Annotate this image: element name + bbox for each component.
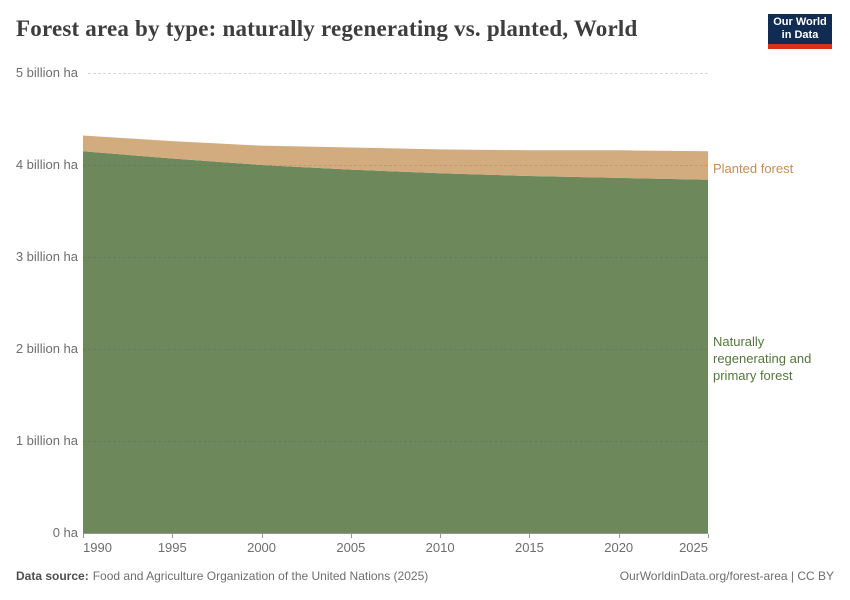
y-tick-label: 2 billion ha <box>15 341 78 356</box>
x-tick-label: 2010 <box>425 540 455 555</box>
area-planted-forest[interactable] <box>83 135 708 180</box>
gridline <box>88 73 708 74</box>
x-tick-label: 1990 <box>83 540 112 555</box>
owid-logo-box: Our World in Data <box>768 14 832 44</box>
owid-logo-red-bar <box>768 44 832 49</box>
page-title: Forest area by type: naturally regenerat… <box>16 16 638 41</box>
series-label-natural-line1: Naturally <box>713 334 765 349</box>
x-tick-label: 2025 <box>679 540 708 555</box>
x-axis-line <box>83 533 708 534</box>
y-tick-label: 5 billion ha <box>15 65 78 80</box>
x-tick <box>440 534 442 538</box>
data-source-text: Food and Agriculture Organization of the… <box>92 569 429 583</box>
credit-link[interactable]: OurWorldinData.org/forest-area | CC BY <box>619 569 834 583</box>
x-tick-label: 2000 <box>247 540 277 555</box>
x-tick <box>172 534 174 538</box>
gridline <box>83 257 708 258</box>
y-tick-label: 4 billion ha <box>15 157 78 172</box>
x-tick-label: 2020 <box>604 540 634 555</box>
y-tick-label: 0 ha <box>52 525 78 540</box>
x-tick <box>708 534 709 538</box>
stacked-area-plot[interactable] <box>83 73 708 533</box>
footer: Data source: Food and Agriculture Organiz… <box>16 568 834 584</box>
data-source: Data source: Food and Agriculture Organiz… <box>16 568 428 584</box>
x-tick-label: 1995 <box>157 540 187 555</box>
x-tick-label: 2015 <box>514 540 544 555</box>
gridline <box>83 441 708 442</box>
x-tick <box>83 534 84 538</box>
y-tick-label: 1 billion ha <box>15 433 78 448</box>
series-label-natural-line3: primary forest <box>713 368 793 383</box>
x-tick <box>618 534 620 538</box>
series-label-natural-line2: regenerating and <box>713 351 812 366</box>
owid-logo-line2: in Data <box>781 29 819 41</box>
gridline <box>83 165 708 166</box>
series-label-planted: Planted forest <box>713 161 794 176</box>
gridline <box>83 349 708 350</box>
data-source-label: Data source: <box>16 569 89 583</box>
x-tick <box>529 534 531 538</box>
owid-logo[interactable]: Our World in Data <box>768 14 832 49</box>
x-tick-label: 2005 <box>336 540 366 555</box>
area-naturally-regenerating[interactable] <box>83 151 708 533</box>
x-tick <box>261 534 263 538</box>
owid-logo-line1: Our World <box>773 16 827 28</box>
series-label-natural: Naturally regenerating and primary fores… <box>713 333 811 384</box>
y-tick-label: 3 billion ha <box>15 249 78 264</box>
x-tick <box>350 534 352 538</box>
